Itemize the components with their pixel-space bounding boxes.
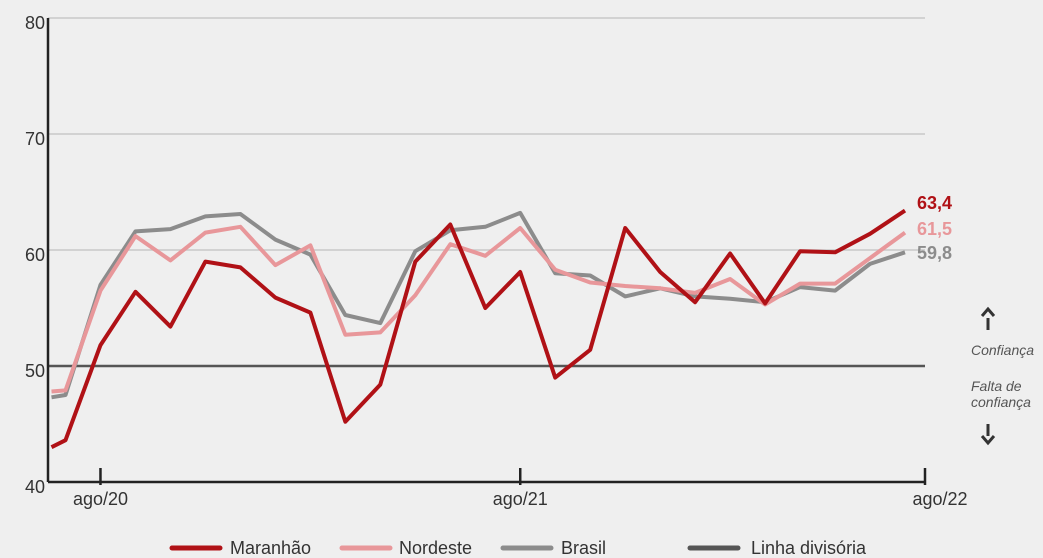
x-tick-label: ago/21: [493, 489, 548, 509]
legend-label: Linha divisória: [751, 538, 867, 558]
legend-label: Maranhão: [230, 538, 311, 558]
y-tick-label: 60: [25, 245, 45, 265]
series-line: [51, 210, 906, 400]
y-tick-label: 70: [25, 129, 45, 149]
series-line: [51, 224, 907, 394]
x-tick-label: ago/22: [912, 489, 967, 509]
legend-label: Brasil: [561, 538, 606, 558]
series-line: [50, 208, 907, 449]
end-label: 61,5: [917, 219, 952, 239]
x-tick-label: ago/20: [73, 489, 128, 509]
annotation: Falta de confiança: [971, 378, 1031, 410]
y-tick-label: 40: [25, 477, 45, 497]
y-tick-label: 80: [25, 13, 45, 33]
end-label: 59,8: [917, 243, 952, 263]
y-tick-label: 50: [25, 361, 45, 381]
down-arrow: [980, 424, 996, 446]
up-arrow: [980, 306, 996, 330]
end-label: 63,4: [917, 193, 952, 213]
annotation: Confiança: [971, 342, 1035, 358]
legend-label: Nordeste: [399, 538, 472, 558]
